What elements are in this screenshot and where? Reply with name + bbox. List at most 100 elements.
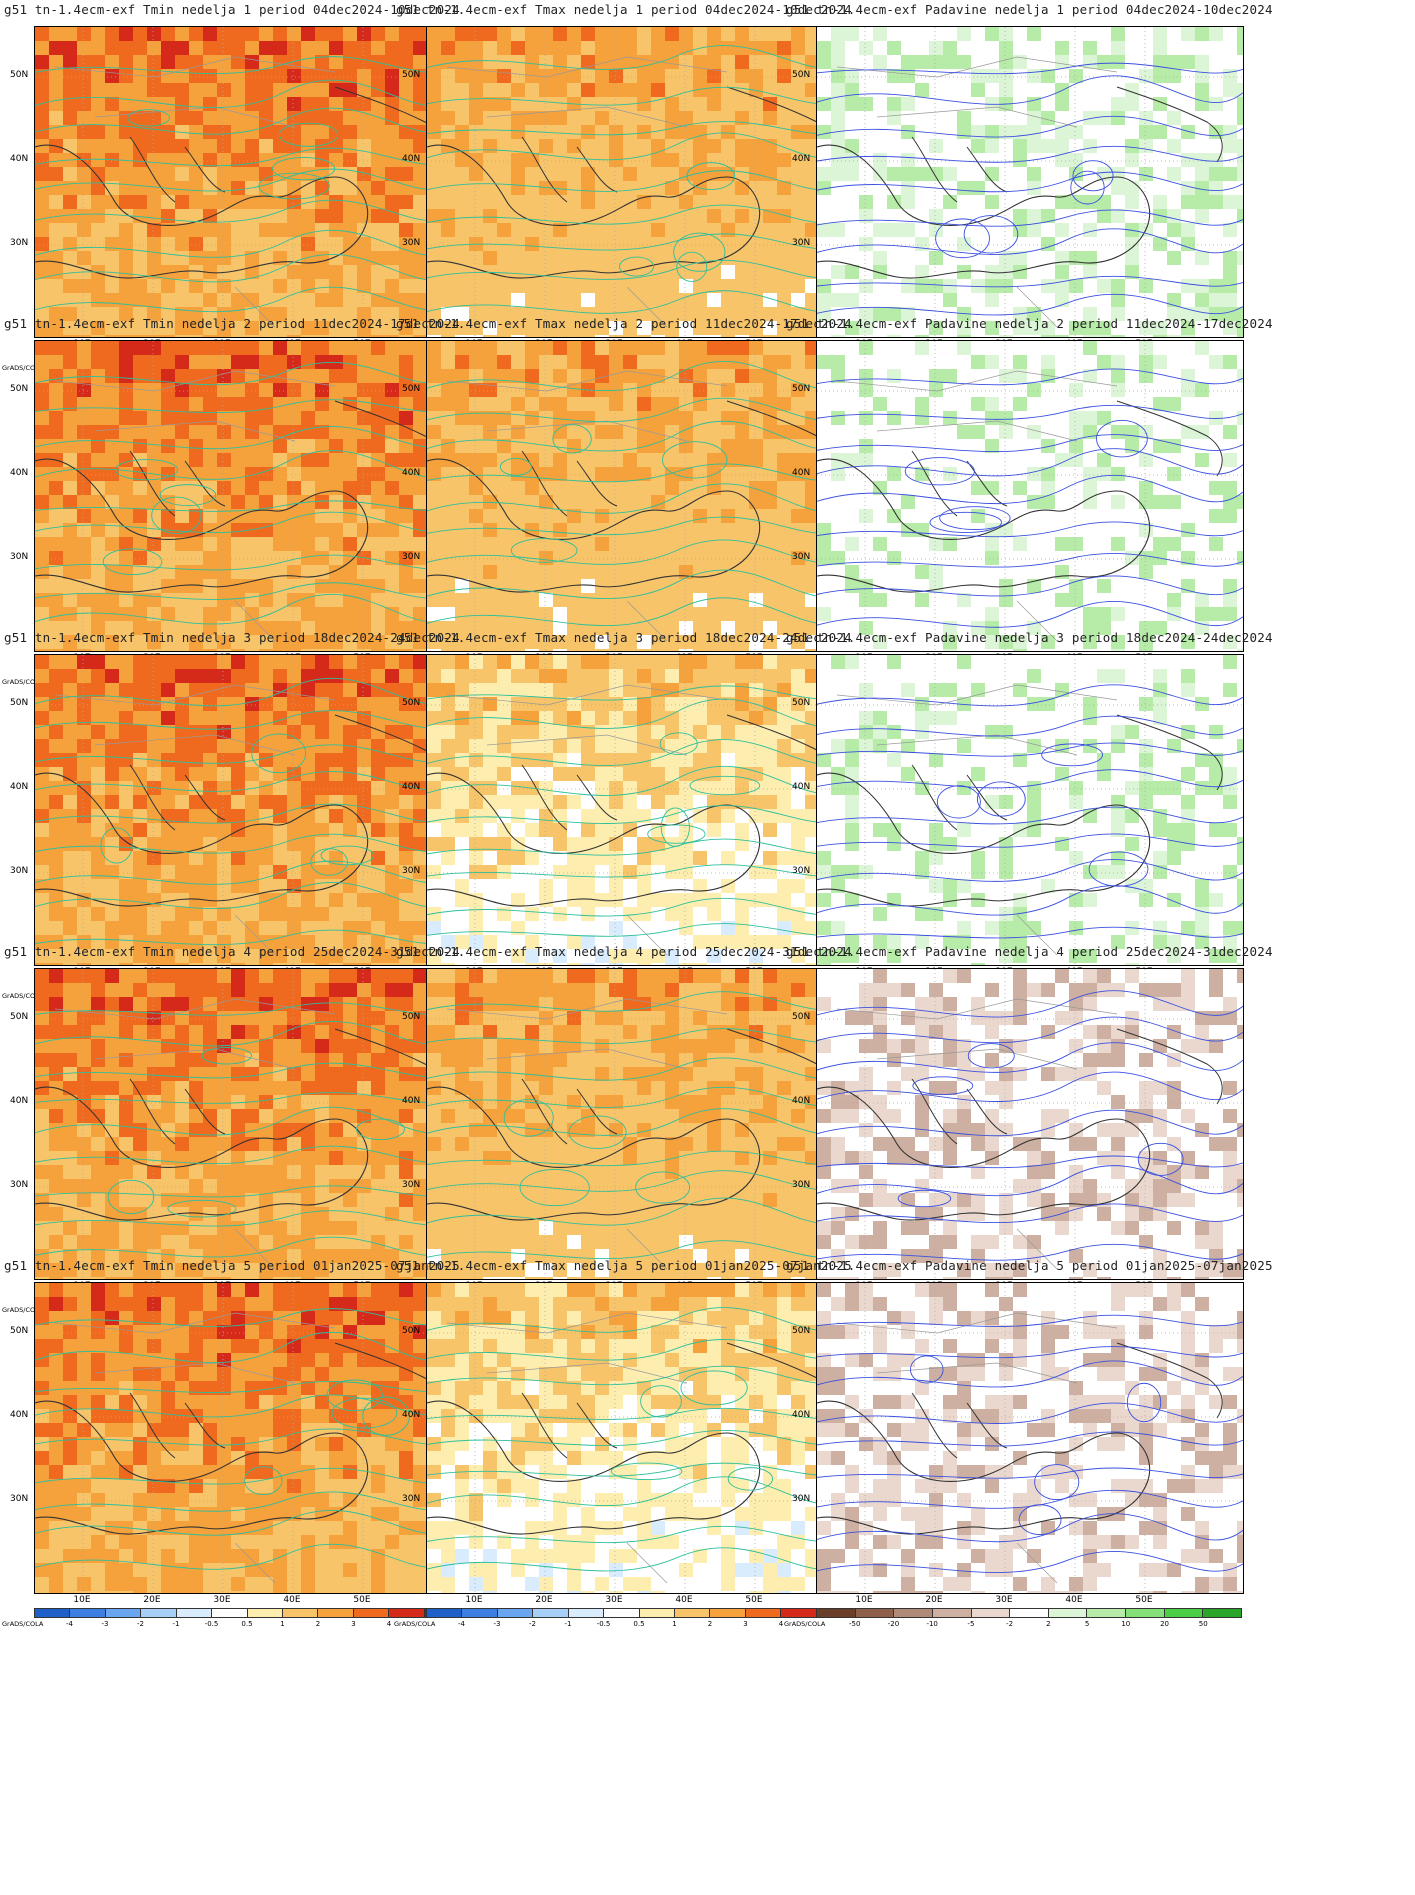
anomaly-cell [217, 551, 231, 565]
anomaly-cell [777, 27, 791, 41]
anomaly-cell [957, 823, 971, 837]
anomaly-cell [217, 397, 231, 411]
anomaly-cell [1167, 607, 1181, 621]
anomaly-cell [1139, 167, 1153, 181]
anomaly-cell [371, 537, 385, 551]
anomaly-cell [133, 139, 147, 153]
anomaly-cell [679, 223, 693, 237]
anomaly-cell [651, 195, 665, 209]
anomaly-cell [497, 649, 511, 651]
anomaly-cell [735, 97, 749, 111]
anomaly-cell [315, 655, 329, 669]
anomaly-cell [567, 823, 581, 837]
anomaly-cell [553, 195, 567, 209]
anomaly-cell [329, 683, 343, 697]
anomaly-cell [1195, 697, 1209, 711]
anomaly-cell [455, 453, 469, 467]
anomaly-cell [63, 209, 77, 223]
anomaly-cell [749, 837, 763, 851]
anomaly-cell [315, 893, 329, 907]
anomaly-cell [315, 593, 329, 607]
anomaly-cell [329, 621, 343, 635]
anomaly-cell [483, 355, 497, 369]
anomaly-cell [1181, 921, 1195, 935]
anomaly-cell [455, 111, 469, 125]
anomaly-cell [441, 949, 455, 963]
anomaly-cell [161, 837, 175, 851]
anomaly-cell [1111, 669, 1125, 683]
anomaly-cell [175, 725, 189, 739]
anomaly-cell [441, 837, 455, 851]
anomaly-cell [721, 83, 735, 97]
anomaly-cell [385, 41, 399, 55]
anomaly-cell [763, 153, 777, 167]
anomaly-cell [901, 181, 915, 195]
anomaly-cell [189, 949, 203, 963]
anomaly-cell [147, 823, 161, 837]
anomaly-cell [763, 125, 777, 139]
anomaly-cell [777, 181, 791, 195]
anomaly-cell [943, 649, 957, 651]
anomaly-cell [567, 949, 581, 963]
anomaly-cell [1139, 621, 1153, 635]
anomaly-cell [1069, 537, 1083, 551]
anomaly-cell [735, 55, 749, 69]
anomaly-cell [77, 383, 91, 397]
anomaly-cell [245, 335, 259, 337]
anomaly-cell [623, 439, 637, 453]
anomaly-cell [287, 467, 301, 481]
anomaly-cell [693, 921, 707, 935]
anomaly-cell [791, 453, 805, 467]
anomaly-cell [553, 683, 567, 697]
anomaly-cell [483, 83, 497, 97]
anomaly-cell [873, 935, 887, 949]
anomaly-cell [77, 669, 91, 683]
anomaly-cell [49, 167, 63, 181]
anomaly-cell [679, 125, 693, 139]
anomaly-cell [49, 55, 63, 69]
anomaly-cell [35, 963, 49, 965]
anomaly-cell [971, 865, 985, 879]
contour-line [499, 458, 532, 476]
anomaly-cell [63, 341, 77, 355]
anomaly-cell [749, 55, 763, 69]
anomaly-cell [735, 223, 749, 237]
anomaly-cell [231, 383, 245, 397]
anomaly-cell [595, 655, 609, 669]
anomaly-cell [511, 823, 525, 837]
anomaly-cell [581, 467, 595, 481]
anomaly-cell [901, 125, 915, 139]
anomaly-cell [1237, 879, 1243, 893]
anomaly-cell [1223, 655, 1237, 669]
contour-line [427, 698, 853, 729]
anomaly-cell [385, 467, 399, 481]
anomaly-cell [63, 593, 77, 607]
anomaly-cell [259, 837, 273, 851]
anomaly-cell [161, 453, 175, 467]
anomaly-cell [497, 935, 511, 949]
anomaly-cell [245, 739, 259, 753]
anomaly-cell [553, 795, 567, 809]
anomaly-cell [441, 97, 455, 111]
anomaly-cell [35, 509, 49, 523]
anomaly-cell [35, 355, 49, 369]
anomaly-cell [455, 655, 469, 669]
grads-credit: GrADS/COLA [2, 992, 44, 1000]
anomaly-cell [175, 655, 189, 669]
anomaly-cell [831, 411, 845, 425]
anomaly-cell [749, 97, 763, 111]
anomaly-cell [595, 467, 609, 481]
anomaly-cell [189, 865, 203, 879]
anomaly-cell [147, 321, 161, 335]
anomaly-cell [371, 565, 385, 579]
anomaly-cell [735, 265, 749, 279]
anomaly-cell [189, 579, 203, 593]
anomaly-cell [77, 321, 91, 335]
anomaly-cell [553, 781, 567, 795]
anomaly-cell [1223, 767, 1237, 781]
anomaly-cell [301, 739, 315, 753]
anomaly-cell [721, 439, 735, 453]
anomaly-cell [1153, 621, 1167, 635]
anomaly-cell [231, 265, 245, 279]
anomaly-cell [343, 635, 357, 649]
